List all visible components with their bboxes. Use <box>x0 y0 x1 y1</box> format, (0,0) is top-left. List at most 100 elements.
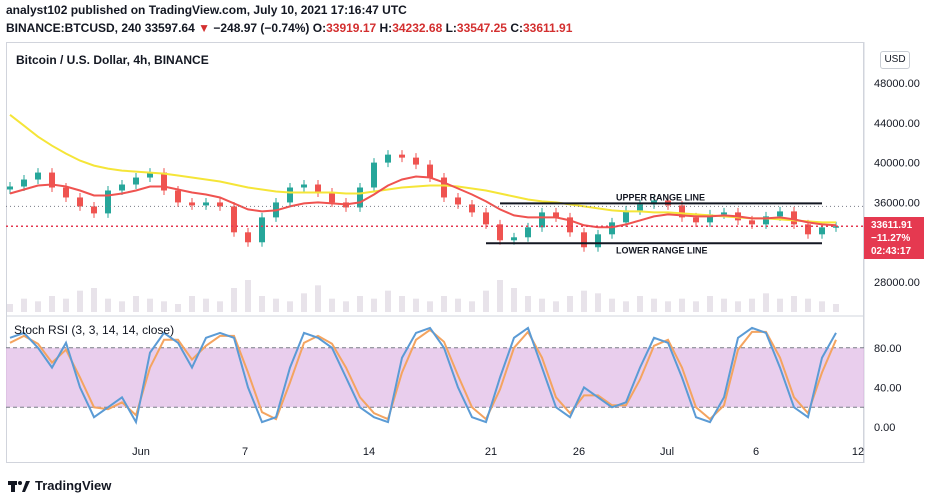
volume-bar <box>371 298 377 312</box>
currency-button[interactable]: USD <box>880 51 910 69</box>
high-label: H: <box>379 21 393 35</box>
candle-body <box>7 186 13 190</box>
candle-body <box>791 211 797 225</box>
candle-body <box>147 172 153 178</box>
candle-body <box>203 202 209 206</box>
candle-body <box>245 232 251 243</box>
candle-body <box>483 212 489 225</box>
candle-body <box>21 179 27 187</box>
price-tick-label: 48000.00 <box>874 78 920 90</box>
candle-body <box>497 224 503 241</box>
volume-bar <box>161 301 167 312</box>
volume-bar <box>833 304 839 312</box>
candle-body <box>833 226 839 228</box>
stoch-rsi-d-line <box>9 328 837 421</box>
chart-title: Bitcoin / U.S. Dollar, 4h, BINANCE <box>16 53 209 67</box>
candle-body <box>525 227 531 238</box>
volume-bar <box>427 301 433 312</box>
volume-bar <box>497 280 503 312</box>
volume-bar <box>763 293 769 312</box>
candle-body <box>679 205 685 218</box>
volume-bar <box>665 301 671 312</box>
time-tick-label: 6 <box>753 446 759 458</box>
ohlc-line: BINANCE:BTCUSD, 240 33597.64 ▼ −248.97 (… <box>6 21 572 35</box>
candle-body <box>637 204 643 211</box>
volume-bar <box>539 298 545 312</box>
volume-bar <box>287 301 293 312</box>
candle-body <box>301 184 307 188</box>
candle-body <box>707 214 713 223</box>
candle-body <box>693 217 699 223</box>
volume-bar <box>21 298 27 312</box>
volume-bar <box>133 296 139 312</box>
open-label: O: <box>312 21 327 35</box>
volume-bar <box>105 298 111 312</box>
price-badge: 33611.91 −11.27% 02:43:17 <box>864 217 924 259</box>
candle-body <box>623 210 629 223</box>
candle-body <box>805 224 811 235</box>
volume-bar <box>231 288 237 312</box>
candle-body <box>763 216 769 225</box>
candle-body <box>595 234 601 248</box>
price-change: −248.97 (−0.74%) <box>213 21 310 35</box>
time-tick-label: 12 <box>852 446 864 458</box>
down-arrow-icon: ▼ <box>198 21 210 35</box>
volume-bar <box>637 296 643 312</box>
volume-bar <box>399 296 405 312</box>
fast-moving-average-line <box>9 175 837 229</box>
stoch-rsi-k-line <box>9 326 837 425</box>
low-value: 33547.25 <box>456 21 507 35</box>
candle-body <box>217 202 223 207</box>
candle-body <box>371 162 377 188</box>
candle-body <box>399 154 405 158</box>
candle-body <box>91 206 97 214</box>
volume-bar <box>7 304 13 312</box>
volume-bar <box>595 293 601 312</box>
volume-bar <box>413 298 419 312</box>
candle-body <box>175 190 181 203</box>
symbol: BINANCE:BTCUSD, 240 <box>6 21 142 35</box>
volume-bar <box>441 296 447 312</box>
time-tick-label: 14 <box>363 446 375 458</box>
volume-bar <box>147 298 153 312</box>
close-value: 33611.91 <box>523 21 573 35</box>
time-tick-label: 7 <box>242 446 248 458</box>
volume-bar <box>455 298 461 312</box>
candle-body <box>413 157 419 165</box>
volume-bar <box>35 301 41 312</box>
time-tick-label: Jun <box>132 446 150 458</box>
close-label: C: <box>510 21 523 35</box>
stoch-rsi-title: Stoch RSI (3, 3, 14, 14, close) <box>14 323 175 337</box>
volume-bar <box>245 280 251 312</box>
price-tick-label: 44000.00 <box>874 118 920 130</box>
candle-body <box>189 202 195 206</box>
upper-range-label: UPPER RANGE LINE <box>616 192 705 202</box>
time-tick-label: 21 <box>485 446 497 458</box>
candle-body <box>133 177 139 185</box>
badge-countdown: 02:43:17 <box>871 246 912 257</box>
volume-bar <box>315 285 321 312</box>
volume-bar <box>483 290 489 312</box>
volume-bar <box>357 296 363 312</box>
candle-body <box>119 184 125 191</box>
slow-moving-average-line <box>9 114 836 224</box>
tradingview-logo[interactable]: TradingView <box>8 478 111 493</box>
volume-bar <box>385 290 391 312</box>
volume-bar <box>609 298 615 312</box>
volume-bar <box>623 301 629 312</box>
candle-body <box>609 222 615 235</box>
candle-body <box>161 172 167 191</box>
time-tick-label: Jul <box>660 446 674 458</box>
candle-body <box>511 237 517 241</box>
badge-change: −11.27% <box>871 233 911 244</box>
volume-bar <box>203 298 209 312</box>
candle-body <box>539 212 545 228</box>
volume-bar <box>91 288 97 312</box>
volume-bar <box>707 296 713 312</box>
volume-bar <box>329 298 335 312</box>
volume-bar <box>63 298 69 312</box>
volume-bar <box>343 301 349 312</box>
candle-body <box>749 220 755 225</box>
price-tick-label: 36000.00 <box>874 197 920 209</box>
